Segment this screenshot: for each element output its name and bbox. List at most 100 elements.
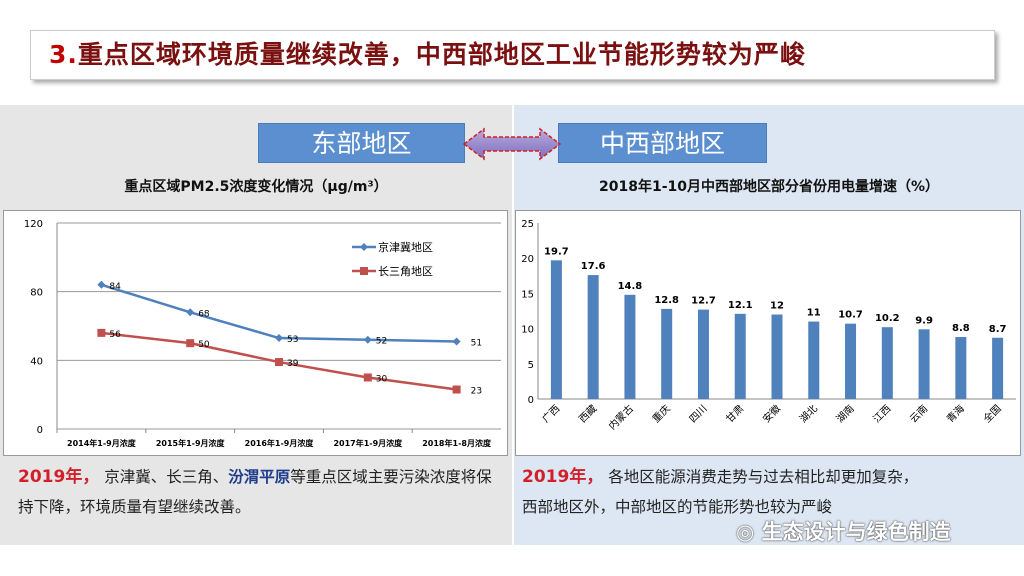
bar [661,308,673,399]
y-tick-label: 80 [30,288,43,299]
x-tick-label: 西藏 [577,403,600,426]
data-point [363,373,372,382]
data-label: 12.1 [728,300,753,311]
pm25-line-chart: 0 40 80 120 2014年1-9月浓度 2015年1-9月浓度 2016年1-9月浓… [3,210,508,456]
x-tick-label: 四川 [688,403,710,425]
slide-title: 3.重点区域环境质量继续改善，中西部地区工业节能形势较为严峻 [30,30,995,80]
y-tick-label: 0 [37,425,43,436]
line-chart-svg: 0 40 80 120 2014年1-9月浓度 2015年1-9月浓度 2016年1-9月浓… [24,219,501,448]
central-west-region-label: 中西部地区 [558,123,767,163]
data-label: 8.8 [952,323,970,334]
y-tick-label: 5 [528,360,534,371]
data-label: 56 [109,330,121,340]
x-tick-label: 全国 [980,402,1003,425]
bar [734,313,746,399]
central-west-note: 2019年， 各地区能源消费走势与过去相比却更加复杂， 西部地区外，中部地区的节能… [522,462,1017,522]
data-point [186,339,195,348]
data-label: 68 [198,309,210,319]
bar [918,329,930,399]
x-tick-label: 云南 [907,402,930,425]
double-arrow-icon [462,127,562,161]
data-label: 19.7 [544,246,569,257]
bar [845,323,857,399]
line-chart-title: 重点区域PM2.5浓度变化情况（μg/m³） [124,179,388,195]
data-label: 39 [287,359,299,369]
note-highlight: 汾渭平原 [228,468,291,486]
data-point [363,335,372,344]
data-label: 17.6 [581,261,606,272]
bar-chart-title: 2018年1-10月中西部地区部分省份用电量增速（%） [598,179,940,195]
bar [697,309,709,399]
bar [955,337,967,399]
data-label: 53 [287,335,298,345]
data-label: 8.7 [989,324,1007,335]
data-label: 14.8 [618,281,643,292]
y-tick-label: 20 [521,254,534,265]
legend-marker [360,243,368,251]
data-point [452,385,461,394]
y-tick-label: 25 [521,219,534,230]
x-tick-label: 2015年1-9月浓度 [156,438,226,448]
x-tick-label: 2017年1-9月浓度 [333,438,403,448]
note-text: 各地区能源消费走势与过去相比却更加复杂， [608,468,919,486]
electricity-bar-chart: 0 5 10 15 20 25 19.7 广西 17.6 西藏 14.8 内蒙古 12.8 重庆 12.7 四… [515,210,1021,456]
data-label: 12.7 [691,296,716,307]
title-text: 重点区域环境质量继续改善，中西部地区工业节能形势较为严峻 [77,40,806,69]
x-tick-label: 内蒙古 [606,402,636,432]
x-tick-label: 2018年1-8月浓度 [422,438,492,448]
legend-marker [360,267,368,275]
bar [550,260,562,399]
watermark-text: 生态设计与绿色制造 [761,520,951,544]
data-point [186,308,195,317]
data-point [275,358,283,367]
data-point [275,334,283,343]
watermark: ◎ 生态设计与绿色制造 [736,516,951,546]
data-label: 9.9 [915,315,933,326]
data-label: 23 [471,387,482,397]
x-tick-label: 甘肃 [723,402,746,425]
x-tick-label: 湖南 [833,402,856,425]
bar [992,337,1004,399]
legend-label: 长三角地区 [378,265,433,278]
bar [808,321,820,399]
x-tick-label: 重庆 [649,402,672,425]
data-label: 10.2 [875,313,900,324]
bar [587,275,599,399]
x-tick-label: 湖北 [797,403,820,426]
data-label: 12.8 [654,295,679,306]
data-label: 11 [807,308,821,319]
y-tick-label: 120 [24,219,43,230]
x-tick-label: 2016年1-9月浓度 [245,438,315,448]
data-label: 12 [770,301,784,312]
data-label: 51 [471,338,482,348]
y-tick-label: 40 [30,356,43,367]
series-line-0 [101,283,457,343]
y-tick-label: 0 [528,395,534,406]
wechat-icon: ◎ [736,520,762,544]
note-year: 2019年， [18,467,100,487]
x-tick-label: 2014年1-9月浓度 [67,438,137,448]
y-tick-label: 15 [521,289,534,300]
data-label: 10.7 [838,310,863,321]
data-point [452,337,461,346]
note-text: 等重点区域主要污染浓度将保持下降，环境质量有望继续改善。 [18,468,492,516]
east-note: 2019年， 京津冀、长三角、汾渭平原等重点区域主要污染浓度将保持下降，环境质量… [18,462,498,522]
east-region-label: 东部地区 [258,123,465,163]
note-year: 2019年， [522,467,604,487]
data-label: 30 [376,375,388,385]
note-text: 京津冀、长三角、 [104,468,229,486]
x-tick-label: 安徽 [760,402,783,425]
note-text: 西部地区外，中部地区的节能形势也较为严峻 [522,498,833,516]
bar [624,294,636,399]
data-label: 84 [109,282,121,292]
bar [881,327,893,399]
legend-label: 京津冀地区 [378,240,433,254]
x-tick-label: 广西 [540,403,563,426]
x-tick-label: 江西 [871,403,894,426]
title-number: 3. [49,40,78,69]
data-point [97,328,106,337]
data-label: 52 [376,337,387,347]
y-tick-label: 10 [521,325,534,336]
data-point [97,280,106,289]
x-tick-label: 青海 [944,402,967,425]
